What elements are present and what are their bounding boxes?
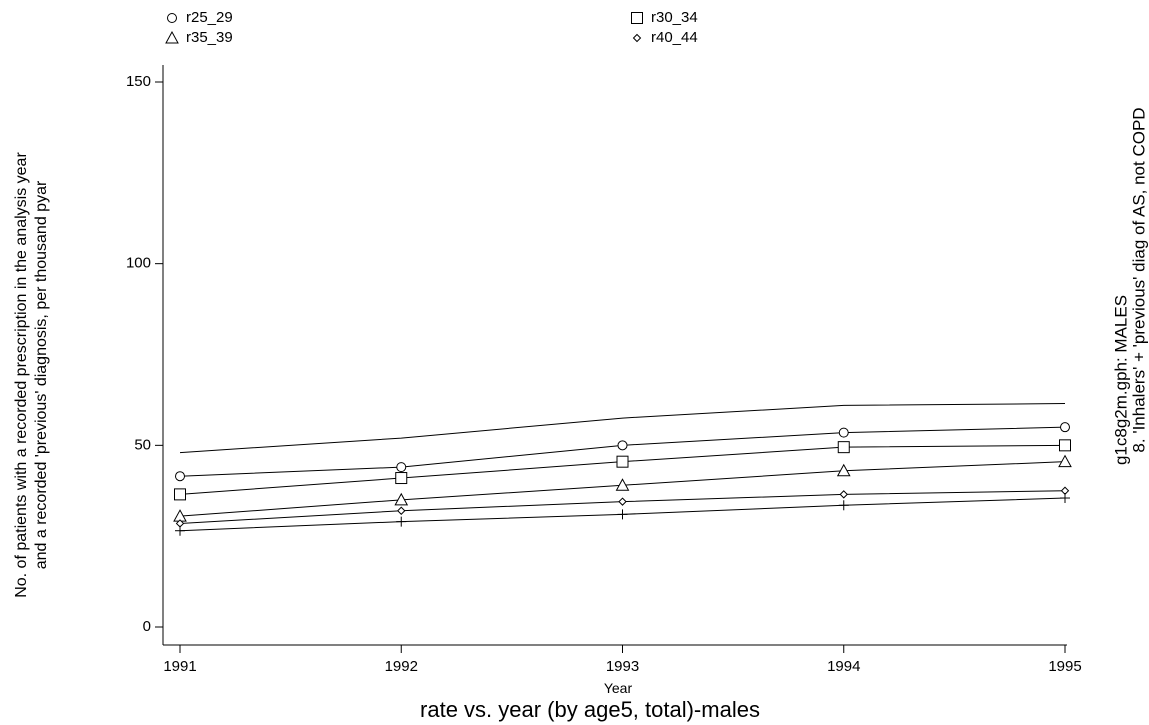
legend-label: r30_34 (651, 9, 698, 26)
data-point (617, 509, 628, 520)
data-point (1059, 439, 1071, 452)
data-point (837, 441, 850, 454)
series-layer (173, 403, 1072, 536)
legend-label: r25_29 (186, 9, 233, 26)
data-point (394, 492, 409, 506)
legend-label: r40_44 (651, 29, 698, 46)
legend-marker (632, 33, 642, 43)
y-tick-label: 50 (134, 436, 151, 453)
side-note-line1: g1c8g2m.gph: MALES (1111, 295, 1130, 465)
x-tick-label: 1992 (385, 658, 418, 675)
data-point (1060, 422, 1070, 433)
legend-label: r35_39 (186, 29, 233, 46)
series-line (179, 426, 1066, 477)
y-tick-label: 100 (126, 255, 151, 272)
series-line-5 (175, 493, 1070, 536)
series-r40_44 (175, 486, 1070, 528)
legend-marker (631, 12, 643, 24)
legend: r25_29 r30_34 r35_39 r40_44 (165, 9, 698, 46)
data-point (617, 440, 628, 451)
data-point (175, 525, 185, 536)
data-point (615, 478, 630, 491)
legend-item-r25_29: r25_29 (167, 9, 233, 26)
y-tick-label: 0 (143, 618, 151, 635)
data-point (618, 497, 627, 506)
data-point (838, 500, 849, 511)
y-tick-label: 150 (126, 73, 151, 90)
chart-title: rate vs. year (by age5, total)-males (420, 697, 760, 722)
data-point (839, 490, 848, 499)
data-point (395, 472, 408, 485)
side-note-line2: 8. 'Inhalers' + 'previous' diag of AS, n… (1129, 107, 1148, 452)
data-point (1060, 493, 1070, 504)
x-tick-label: 1994 (827, 658, 860, 675)
x-axis-title: Year (604, 680, 633, 696)
x-tick-label: 1991 (163, 658, 196, 675)
series-line (179, 403, 1066, 454)
legend-item-r40_44: r40_44 (632, 29, 698, 46)
legend-marker (165, 30, 179, 44)
series-line-4 (179, 403, 1066, 454)
data-point (396, 462, 407, 473)
data-point (175, 471, 185, 482)
legend-item-r30_34: r30_34 (631, 9, 698, 26)
data-point (836, 463, 851, 477)
axes: 0 50 100 150 1991 1992 1993 1994 1995 (126, 65, 1082, 675)
data-point (396, 516, 407, 527)
x-tick-label: 1993 (606, 658, 639, 675)
data-point (616, 455, 629, 468)
data-point (838, 427, 849, 438)
data-point (174, 488, 186, 501)
y-axis-title-line1: No. of patients with a recorded prescrip… (13, 152, 30, 598)
series-r25_29 (175, 422, 1070, 482)
legend-marker (167, 13, 177, 23)
data-point (1058, 454, 1072, 468)
x-tick-label: 1995 (1048, 658, 1081, 675)
series-r30_34 (174, 439, 1071, 501)
legend-item-r35_39: r35_39 (165, 29, 233, 46)
y-axis-title-line2: and a recorded 'previous' diagnosis, per… (33, 180, 50, 569)
data-point (397, 506, 406, 515)
